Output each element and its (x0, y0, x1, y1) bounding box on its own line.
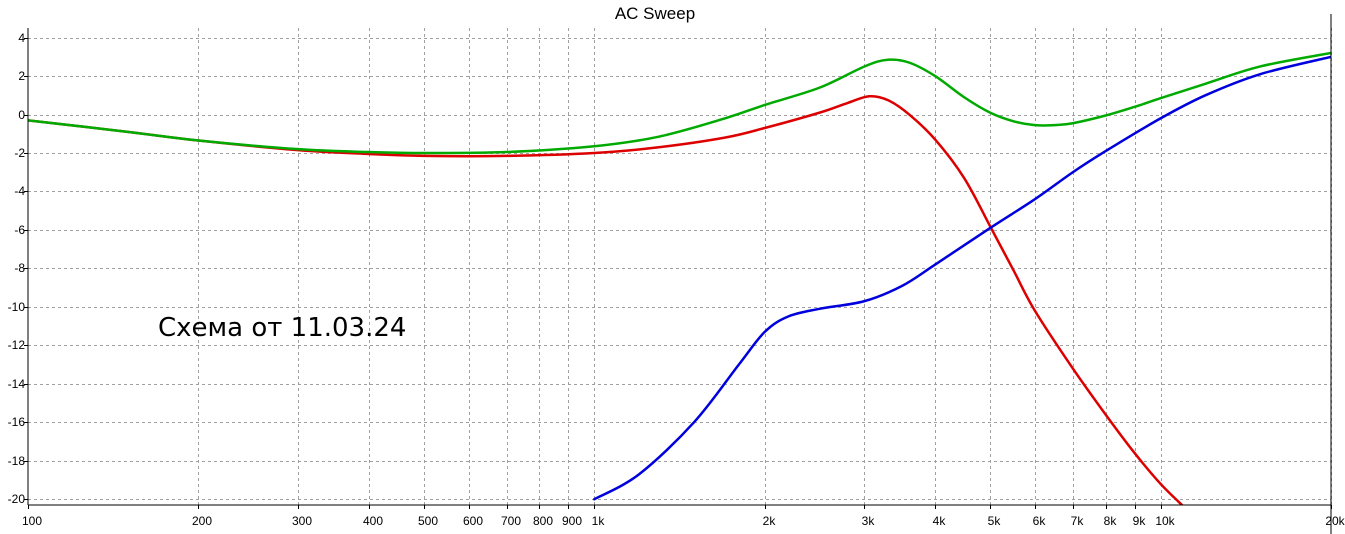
x-tick-label: 200 (192, 514, 212, 528)
y-tick-label: -14 (8, 377, 26, 391)
x-tick-label: 9k (1133, 514, 1147, 528)
x-tick-label: 8k (1104, 514, 1118, 528)
x-tick-label: 900 (562, 514, 582, 528)
y-tick-label: -10 (8, 300, 26, 314)
x-tick-label: 100 (22, 514, 42, 528)
y-tick-label: -4 (14, 184, 25, 198)
series-line-1 (28, 94, 1184, 505)
x-tick-label: 500 (418, 514, 438, 528)
grid (24, 28, 1332, 509)
y-tick-label: -6 (14, 223, 25, 237)
x-tick-label: 1k (592, 514, 606, 528)
x-tick-label: 4k (933, 514, 947, 528)
x-tick-label: 800 (533, 514, 553, 528)
y-tick-label: -8 (14, 261, 25, 275)
x-tick-label: 400 (363, 514, 383, 528)
y-tick-label: -12 (8, 338, 26, 352)
y-tick-label: 4 (18, 31, 25, 45)
x-tick-label: 5k (988, 514, 1002, 528)
y-tick-label: 2 (18, 69, 25, 83)
series-line-2 (593, 55, 1331, 501)
series-line-3 (28, 51, 1331, 155)
x-tick-label: 10k (1155, 514, 1175, 528)
axes (27, 14, 1332, 534)
series-lines (28, 51, 1331, 505)
x-tick-label: 20k (1325, 514, 1345, 528)
y-tick-label: 0 (18, 108, 25, 122)
x-tick-label: 2k (763, 514, 777, 528)
x-tick-label: 3k (862, 514, 876, 528)
y-tick-label: -16 (8, 415, 26, 429)
x-tick-label: 7k (1071, 514, 1085, 528)
chart-annotation: Схема от 11.03.24 (158, 313, 406, 343)
y-tick-label: -18 (8, 454, 26, 468)
x-tick-label: 600 (463, 514, 483, 528)
chart-title: AC Sweep (615, 4, 695, 23)
y-tick-label: -20 (8, 492, 26, 506)
x-tick-label: 700 (501, 514, 521, 528)
x-tick-label: 6k (1033, 514, 1047, 528)
tick-labels: 100 200 300 400 500 600 700 800 900 1k 2k 3k 4k 5k 6k 7… (8, 31, 1345, 528)
y-tick-label: -2 (14, 146, 25, 160)
x-tick-label: 300 (292, 514, 312, 528)
